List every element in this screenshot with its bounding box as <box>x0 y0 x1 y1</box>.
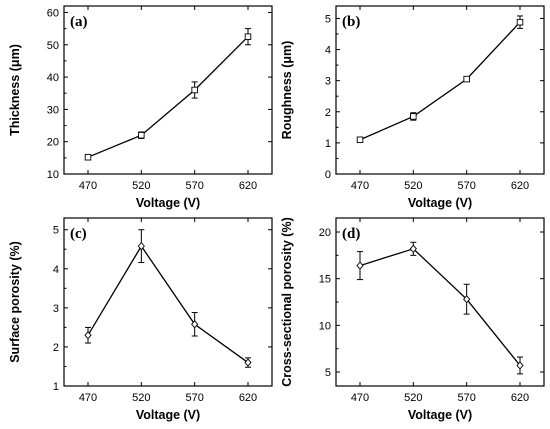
x-tick-label: 620 <box>239 180 257 192</box>
x-tick-label: 470 <box>79 392 97 404</box>
x-tick-label: 570 <box>185 392 203 404</box>
x-tick-label: 570 <box>457 180 475 192</box>
chart-panel-a: 10 20 30 40 50 60 470 520 570 620 Voltage (V) Thick… <box>8 5 273 210</box>
data-point <box>191 86 198 94</box>
y-tick-label: 1 <box>325 138 331 150</box>
panel-label: (a) <box>70 14 88 30</box>
x-tick-label: 520 <box>404 180 422 192</box>
plot-frame <box>63 217 273 387</box>
y-axis-title: Cross-sectional porosity (%) <box>280 217 294 386</box>
x-tick-label: 470 <box>351 180 369 192</box>
series-line <box>359 248 521 366</box>
y-tick-label: 2 <box>325 107 331 119</box>
chart-panel-d: 5 10 15 20 470 520 570 620 Voltage (V) Cross-sect… <box>280 217 545 422</box>
data-point <box>137 241 145 251</box>
data-point <box>410 113 417 120</box>
x-axis-title: Voltage (V) <box>408 196 472 210</box>
data-point <box>84 153 92 161</box>
data-point <box>516 18 524 26</box>
series-line <box>87 36 249 158</box>
x-tick-label: 470 <box>351 392 369 404</box>
x-axis-title: Voltage (V) <box>136 408 200 422</box>
panel-label: (c) <box>70 226 87 242</box>
x-tick-label: 520 <box>132 180 150 192</box>
x-tick-label: 620 <box>511 392 529 404</box>
y-tick-label: 10 <box>319 320 331 332</box>
x-tick-label: 620 <box>511 180 529 192</box>
series-line <box>359 21 521 141</box>
y-tick-label: 40 <box>47 72 59 84</box>
y-tick-label: 5 <box>325 367 331 379</box>
data-point <box>356 261 364 270</box>
y-tick-label: 0 <box>325 169 331 181</box>
plot-frame <box>335 217 545 387</box>
data-point <box>244 33 252 40</box>
y-axis-title: Thickness (μm) <box>8 44 22 136</box>
y-tick-label: 4 <box>325 45 331 57</box>
x-axis-title: Voltage (V) <box>408 408 472 422</box>
panel-label: (b) <box>342 14 360 30</box>
y-tick-label: 30 <box>47 104 59 116</box>
x-axis-title: Voltage (V) <box>136 196 200 210</box>
y-tick-label: 3 <box>53 303 59 315</box>
y-axis-title: Surface porosity (%) <box>8 241 22 363</box>
x-tick-label: 620 <box>239 392 257 404</box>
chart-panel-b: 0 1 2 3 4 5 470 520 570 620 Voltage (V) Roughness (… <box>280 5 545 210</box>
data-point <box>516 361 524 370</box>
data-point <box>463 75 470 83</box>
data-point <box>244 358 252 367</box>
data-point <box>191 320 199 329</box>
y-tick-label: 10 <box>47 169 59 181</box>
y-tick-label: 50 <box>47 40 59 52</box>
x-tick-label: 570 <box>185 180 203 192</box>
y-tick-label: 4 <box>53 264 59 276</box>
y-tick-label: 15 <box>319 274 331 286</box>
plot-frame <box>63 5 273 175</box>
y-tick-label: 5 <box>325 13 331 25</box>
x-tick-label: 470 <box>79 180 97 192</box>
plot-frame <box>335 5 545 175</box>
data-point <box>138 131 145 139</box>
series-line <box>87 244 249 364</box>
y-axis-title: Roughness (μm) <box>280 41 294 140</box>
data-point <box>84 331 92 340</box>
data-point <box>356 136 364 144</box>
y-tick-label: 2 <box>53 342 59 354</box>
chart-panel-c: 1 2 3 4 5 470 520 570 620 Voltage (V) Surface poro… <box>8 217 273 422</box>
y-tick-label: 3 <box>325 76 331 88</box>
x-tick-label: 570 <box>457 392 475 404</box>
panel-label: (d) <box>342 226 360 242</box>
y-tick-label: 60 <box>47 7 59 19</box>
x-tick-label: 520 <box>404 392 422 404</box>
y-tick-label: 5 <box>53 225 59 237</box>
data-point <box>409 244 417 253</box>
y-tick-label: 1 <box>53 381 59 393</box>
data-point <box>463 295 471 304</box>
y-tick-label: 20 <box>319 227 331 239</box>
y-tick-label: 20 <box>47 137 59 149</box>
x-tick-label: 520 <box>132 392 150 404</box>
